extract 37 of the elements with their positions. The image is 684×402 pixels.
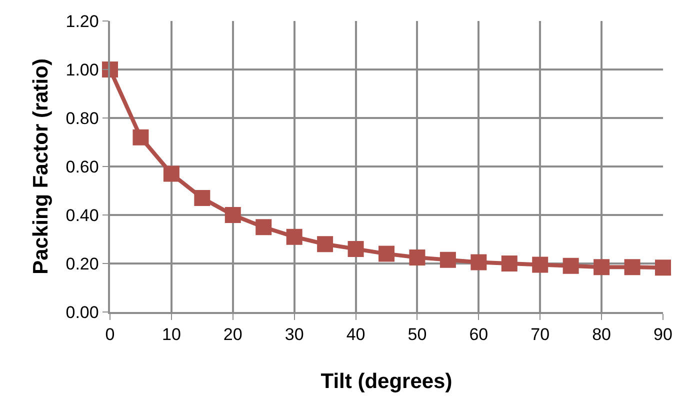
point: [256, 219, 272, 236]
y-tick-label: 0.60: [66, 157, 99, 176]
point: [562, 258, 579, 274]
x-tick-label: 20: [223, 325, 242, 344]
point: [501, 256, 518, 272]
point: [163, 166, 180, 182]
x-tick-label: 80: [592, 325, 612, 344]
point: [624, 259, 640, 276]
point: [286, 228, 302, 245]
x-tick-label: 50: [408, 325, 427, 344]
y-tick-label: 0.80: [66, 108, 99, 128]
point: [194, 190, 210, 206]
point: [532, 256, 548, 273]
point: [409, 249, 426, 266]
x-tick-label: 70: [530, 325, 550, 344]
point: [378, 246, 394, 262]
point: [224, 207, 241, 223]
y-tick-label: 1.20: [66, 12, 99, 31]
y-tick-label: 0.00: [66, 302, 99, 322]
point: [132, 129, 149, 146]
point: [655, 260, 671, 276]
x-tick-label: 90: [654, 325, 672, 344]
point: [348, 240, 364, 257]
point: [594, 259, 610, 276]
x-tick-label: 10: [162, 325, 181, 344]
y-tick-label: 0.20: [66, 254, 99, 274]
x-axis-title: Tilt (degrees): [320, 370, 452, 393]
y-axis-title: Packing Factor (ratio): [29, 58, 52, 274]
point: [470, 254, 487, 270]
x-tick-label: 40: [346, 325, 366, 344]
point: [440, 252, 456, 268]
x-tick-label: 0: [105, 325, 115, 344]
x-tick-label: 60: [469, 325, 488, 344]
y-tick-label: 0.40: [66, 206, 99, 225]
point: [317, 236, 334, 252]
y-tick-label: 1.00: [66, 60, 99, 80]
x-tick-label: 30: [284, 325, 304, 344]
